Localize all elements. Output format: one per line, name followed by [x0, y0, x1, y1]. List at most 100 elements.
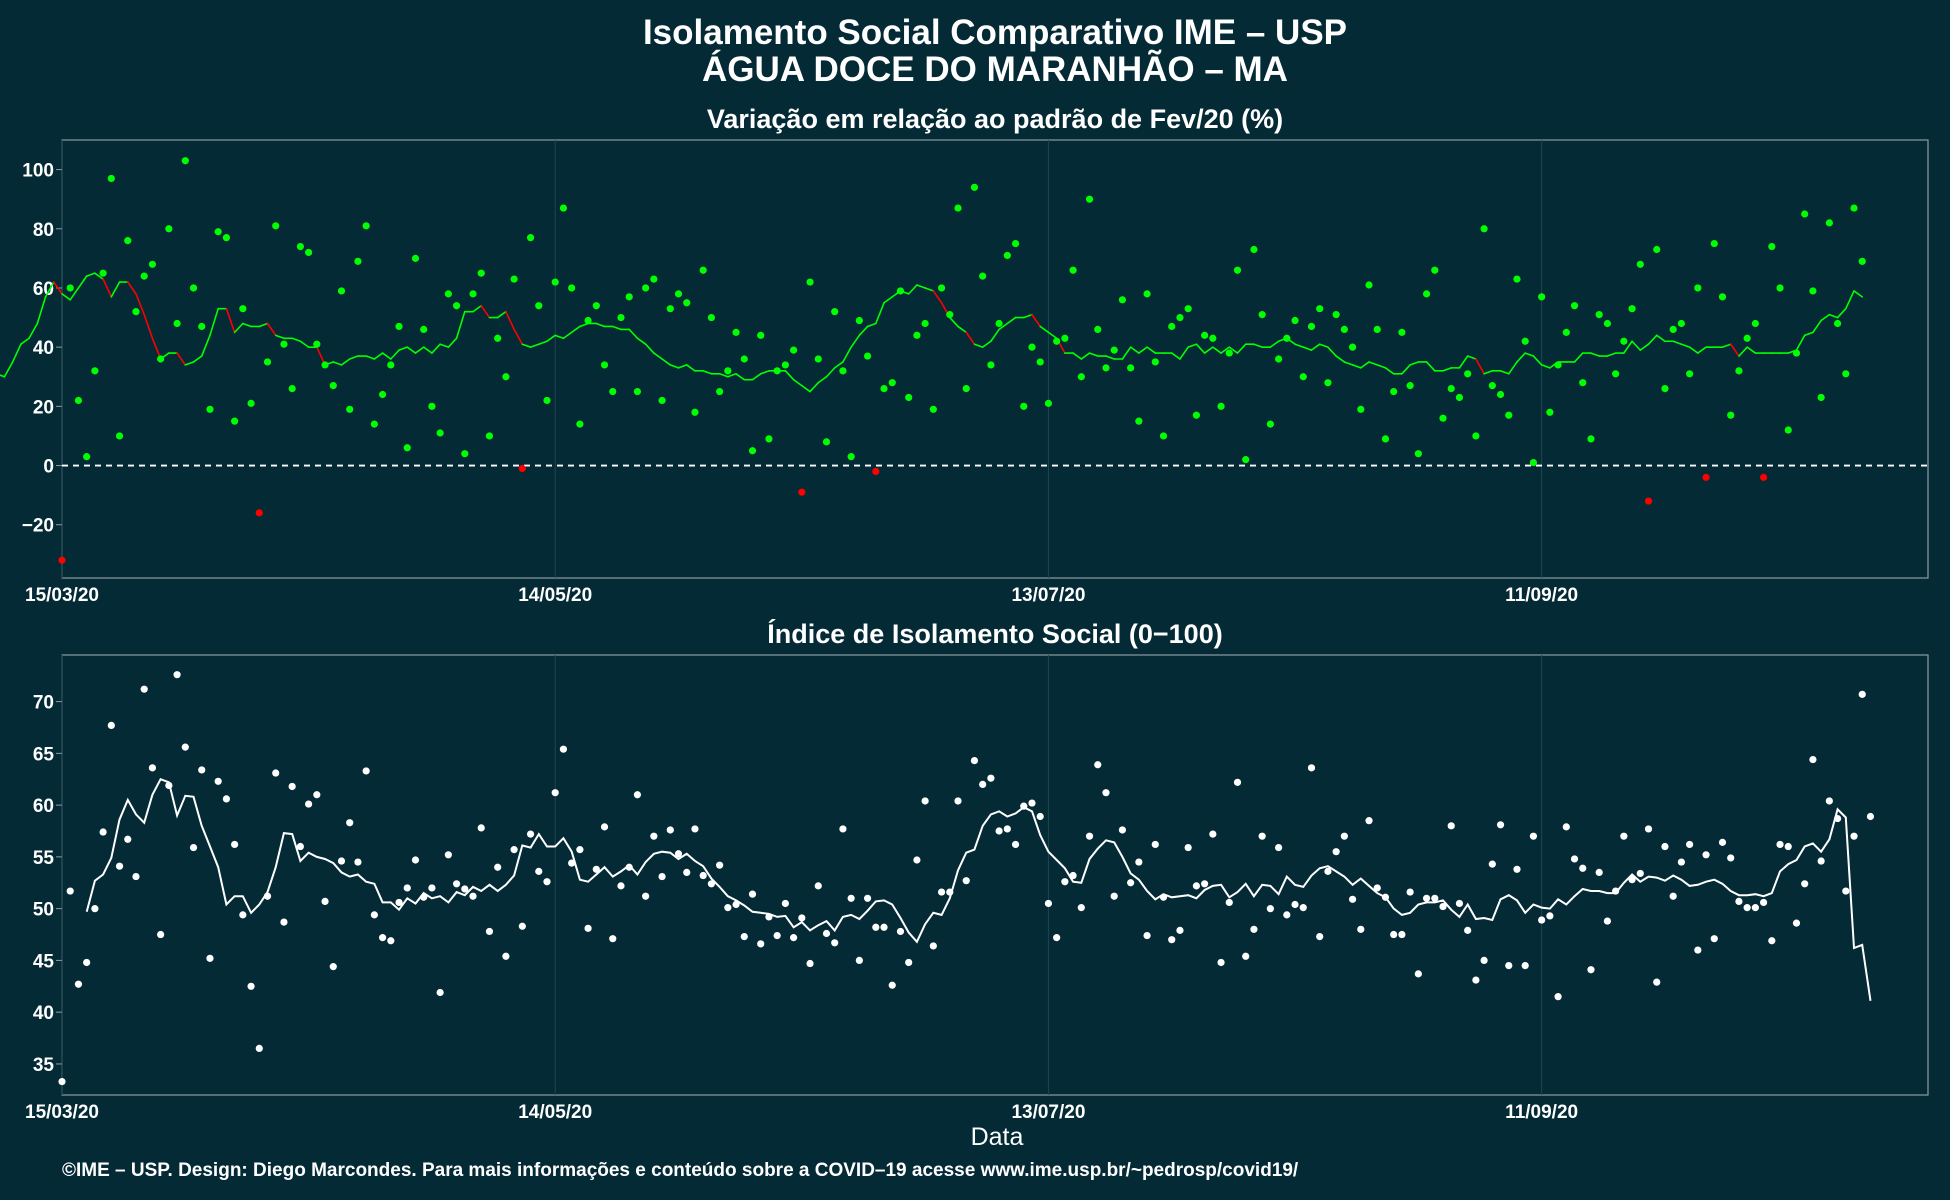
- data-point: [1233, 778, 1242, 786]
- data-point: [1825, 219, 1833, 227]
- data-point: [600, 361, 609, 369]
- data-point: [1217, 958, 1225, 967]
- moving-average-segment: [1401, 364, 1411, 375]
- moving-average-segment: [1121, 346, 1132, 360]
- data-point: [1612, 887, 1620, 895]
- data-point: [1784, 842, 1792, 851]
- data-point: [1316, 305, 1324, 313]
- data-point: [502, 952, 510, 960]
- data-point: [58, 556, 66, 564]
- data-point: [148, 260, 157, 268]
- data-point: [518, 922, 526, 930]
- data-point: [411, 254, 420, 262]
- data-point: [1513, 865, 1521, 873]
- data-point: [1792, 349, 1801, 357]
- y-tick-label: 60: [33, 279, 54, 300]
- data-point: [181, 157, 189, 165]
- data-point: [1833, 814, 1842, 823]
- data-point: [1422, 894, 1431, 902]
- data-point: [905, 958, 913, 967]
- data-point: [1357, 405, 1365, 413]
- moving-average-segment: [907, 284, 918, 295]
- data-point: [650, 275, 658, 283]
- data-point: [1020, 402, 1028, 410]
- data-point: [1562, 823, 1570, 831]
- data-point: [1168, 322, 1176, 331]
- data-point: [790, 346, 798, 354]
- data-point: [337, 857, 346, 865]
- data-point: [1118, 296, 1127, 304]
- y-tick-label: 45: [33, 951, 55, 972]
- data-point: [198, 322, 206, 331]
- data-point: [354, 858, 362, 866]
- moving-average-segment: [1088, 352, 1099, 357]
- data-point: [91, 367, 99, 375]
- data-point: [806, 278, 814, 286]
- data-point: [83, 453, 91, 461]
- data-point: [855, 316, 863, 325]
- moving-average-segment: [702, 370, 713, 375]
- data-point: [321, 897, 329, 906]
- moving-average-segment: [1540, 364, 1551, 369]
- data-point: [1677, 858, 1685, 866]
- data-point: [1636, 260, 1644, 268]
- data-point: [1233, 266, 1242, 274]
- data-point: [1776, 284, 1784, 292]
- moving-average-segment: [266, 322, 277, 337]
- data-point: [1291, 900, 1299, 909]
- data-point: [107, 174, 115, 183]
- moving-average-segment: [496, 310, 507, 319]
- data-point: [970, 757, 979, 765]
- moving-average-segment: [184, 361, 195, 366]
- data-point: [1143, 290, 1151, 298]
- moving-average-segment: [833, 361, 844, 369]
- data-point: [1225, 898, 1233, 907]
- data-point: [1044, 899, 1053, 908]
- data-point: [452, 302, 461, 310]
- moving-average-segment: [348, 355, 359, 360]
- data-point: [732, 328, 740, 336]
- data-point: [584, 316, 592, 325]
- data-point: [1061, 878, 1069, 886]
- moving-average-segment: [685, 364, 696, 372]
- data-point: [1332, 311, 1340, 319]
- data-point: [666, 305, 674, 313]
- data-point: [1472, 976, 1480, 984]
- data-point: [362, 222, 370, 230]
- data-point: [132, 308, 140, 316]
- data-point: [781, 899, 789, 908]
- moving-average-segment: [135, 293, 146, 316]
- data-point: [1710, 239, 1718, 248]
- data-point: [1636, 869, 1644, 878]
- data-point: [1094, 325, 1102, 334]
- data-point: [140, 685, 148, 693]
- data-point: [1751, 904, 1759, 912]
- data-point: [1192, 411, 1200, 419]
- data-point: [1053, 934, 1061, 942]
- y-tick-label: 100: [22, 161, 54, 182]
- moving-average-segment: [1836, 307, 1847, 319]
- moving-average-segment: [1631, 340, 1642, 351]
- data-point: [378, 390, 387, 399]
- moving-average-segment: [579, 322, 589, 328]
- x-tick-label: 13/07/20: [1011, 585, 1085, 606]
- data-point: [847, 894, 855, 902]
- data-point: [1686, 840, 1694, 849]
- data-point: [913, 331, 921, 339]
- data-point: [280, 340, 288, 348]
- data-point: [1768, 937, 1776, 945]
- x-tick-label: 13/07/20: [1011, 1102, 1085, 1123]
- data-point: [329, 382, 337, 390]
- data-point: [1570, 302, 1579, 310]
- data-point: [1538, 916, 1546, 924]
- data-point: [666, 826, 674, 834]
- data-point: [1801, 880, 1809, 888]
- moving-average-segment: [1220, 346, 1231, 354]
- moving-average-segment: [850, 334, 861, 348]
- data-point: [559, 745, 568, 753]
- data-point: [642, 284, 650, 292]
- data-point: [485, 927, 494, 936]
- data-point: [1776, 840, 1784, 849]
- data-point: [1209, 334, 1217, 342]
- data-point: [403, 444, 411, 452]
